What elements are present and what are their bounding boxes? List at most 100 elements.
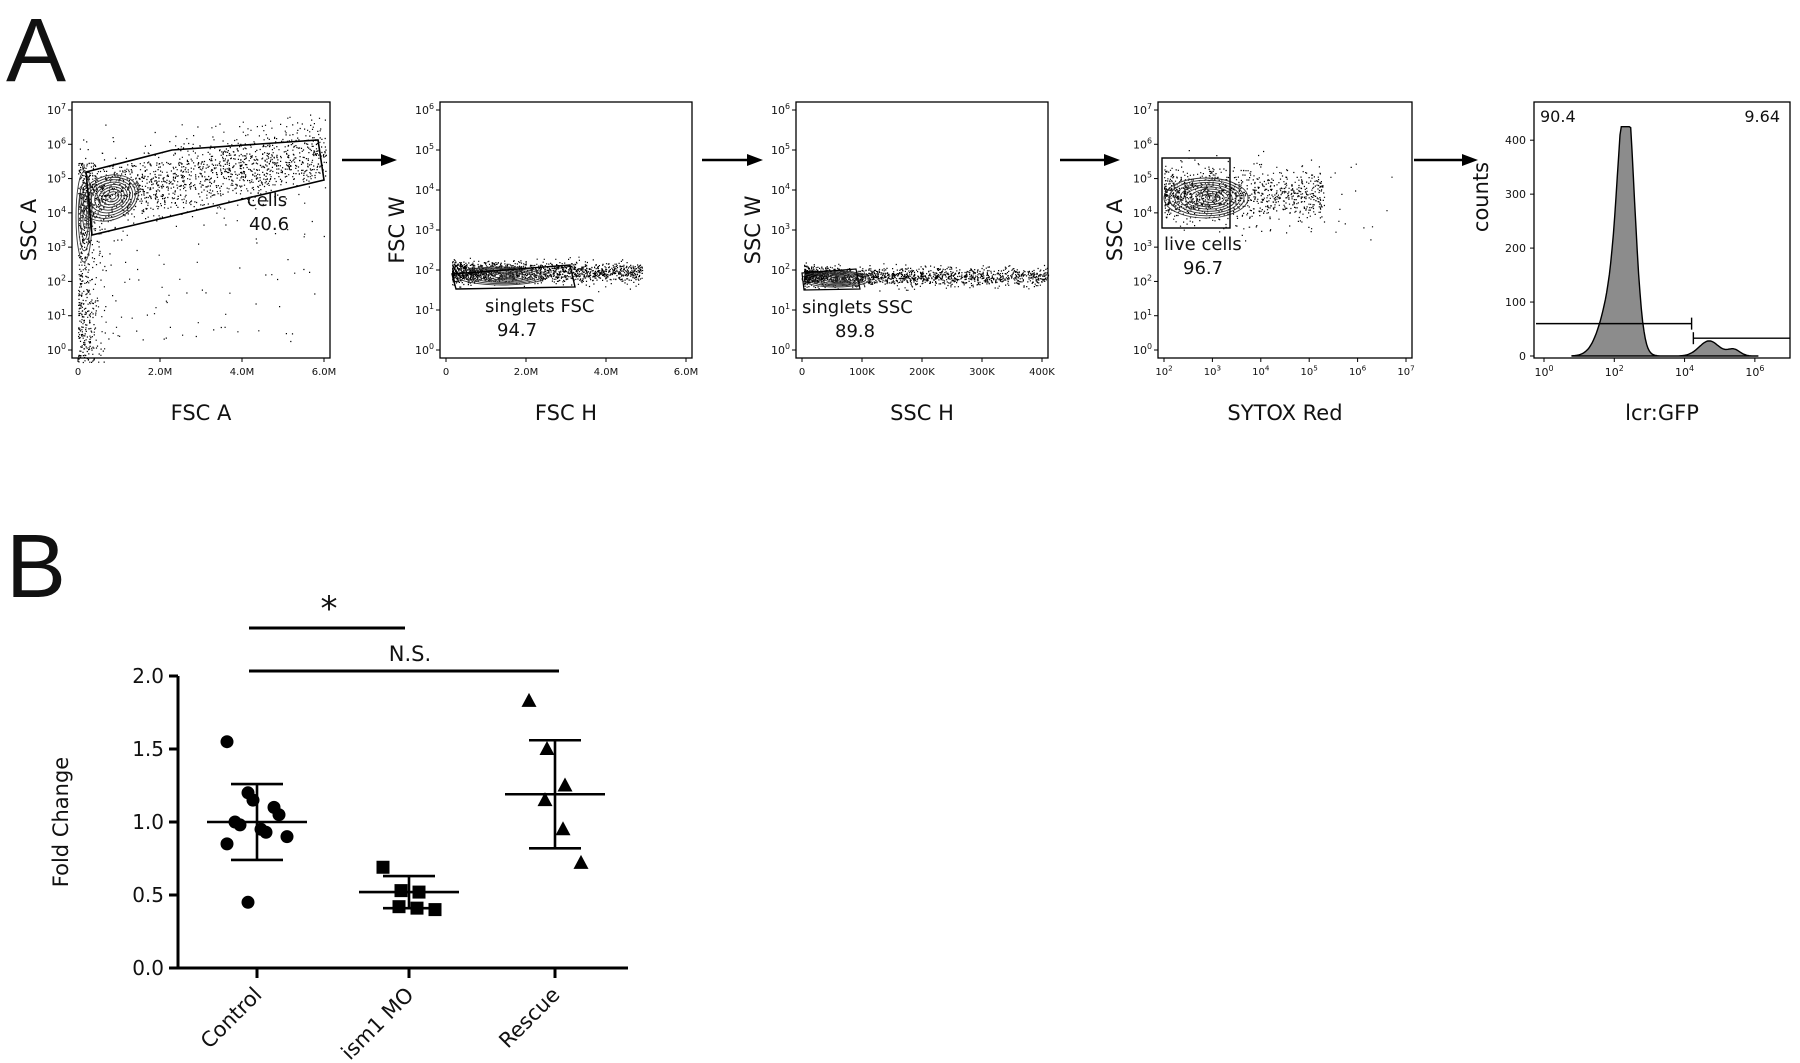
significance-label: N.S. bbox=[389, 642, 431, 666]
data-point-triangle bbox=[557, 777, 573, 792]
tick-base: 10 bbox=[771, 144, 785, 157]
gate-percentage: 90.4 bbox=[1540, 107, 1576, 126]
data-point-triangle bbox=[555, 821, 571, 836]
density-contour bbox=[109, 193, 117, 200]
tick-base: 10 bbox=[1133, 207, 1147, 220]
tick-exponent: 1 bbox=[429, 302, 434, 311]
tick-base: 10 bbox=[1133, 275, 1147, 288]
significance-label: * bbox=[321, 589, 338, 629]
y-tick-label: 101 bbox=[415, 302, 434, 317]
data-point-circle bbox=[220, 735, 234, 749]
tick-exponent: 7 bbox=[1147, 102, 1152, 111]
tick-base: 10 bbox=[47, 207, 61, 220]
tick-exponent: 4 bbox=[1147, 205, 1152, 214]
gate-name: live cells bbox=[1164, 234, 1242, 255]
x-tick-label: 200K bbox=[909, 367, 935, 378]
y-tick-label: 1.0 bbox=[132, 810, 164, 834]
tick-base: 10 bbox=[47, 104, 61, 117]
tick-exponent: 3 bbox=[1147, 239, 1152, 248]
tick-base: 10 bbox=[1301, 367, 1314, 378]
tick-base: 10 bbox=[415, 104, 429, 117]
x-tick-label: 0 bbox=[443, 367, 449, 378]
density-contour bbox=[1206, 195, 1217, 201]
tick-base: 10 bbox=[1133, 138, 1147, 151]
data-point-square bbox=[392, 900, 406, 914]
y-tick-label: 106 bbox=[771, 102, 790, 117]
tick-base: 10 bbox=[771, 304, 785, 317]
density-contour bbox=[500, 274, 515, 278]
tick-base: 10 bbox=[47, 310, 61, 323]
y-tick-label: 103 bbox=[771, 222, 790, 237]
data-point-triangle bbox=[573, 854, 589, 869]
y-tick-label: 0.5 bbox=[132, 883, 164, 907]
y-tick-label: 106 bbox=[47, 136, 66, 151]
y-axis-label: SSC A bbox=[17, 198, 41, 261]
x-tick-label: 107 bbox=[1397, 364, 1414, 379]
x-tick-label: 106 bbox=[1745, 364, 1764, 379]
gate-arrow bbox=[1060, 154, 1120, 166]
tick-base: 10 bbox=[1397, 367, 1410, 378]
tick-exponent: 1 bbox=[61, 308, 66, 317]
y-tick-label: 103 bbox=[415, 222, 434, 237]
data-point-square bbox=[428, 903, 442, 917]
x-tick-label: 104 bbox=[1252, 364, 1270, 379]
x-tick-label: 300K bbox=[969, 367, 995, 378]
y-tick-label: 101 bbox=[1133, 308, 1152, 323]
x-axis-label: SSC H bbox=[890, 401, 954, 425]
tick-base: 10 bbox=[415, 224, 429, 237]
cells-gate bbox=[85, 139, 325, 236]
y-tick-label: 1.5 bbox=[132, 737, 164, 761]
x-tick-label: ism1 MO bbox=[337, 983, 419, 1063]
tick-exponent: 4 bbox=[785, 182, 790, 191]
gfp-histogram bbox=[1571, 126, 1759, 357]
plot-frame bbox=[1533, 101, 1791, 359]
data-point-circle bbox=[246, 793, 260, 807]
density-contour bbox=[478, 270, 532, 282]
event-dots bbox=[452, 256, 644, 293]
tick-exponent: 6 bbox=[429, 102, 434, 111]
tick-base: 10 bbox=[1252, 367, 1265, 378]
x-tick-label: 104 bbox=[1675, 364, 1694, 379]
tick-exponent: 1 bbox=[785, 302, 790, 311]
tick-exponent: 2 bbox=[1168, 364, 1173, 373]
tick-base: 10 bbox=[771, 344, 785, 357]
tick-exponent: 0 bbox=[429, 342, 434, 351]
tick-base: 10 bbox=[415, 264, 429, 277]
tick-base: 10 bbox=[771, 264, 785, 277]
arrow-head bbox=[747, 154, 763, 166]
y-tick-label: 106 bbox=[1133, 136, 1152, 151]
plot-frame bbox=[795, 101, 1049, 359]
y-tick-label: 103 bbox=[47, 239, 66, 254]
tick-exponent: 6 bbox=[1147, 136, 1152, 145]
y-tick-label: 103 bbox=[1133, 239, 1152, 254]
x-axis-label: lcr:GFP bbox=[1625, 401, 1699, 425]
density-contour bbox=[80, 194, 90, 240]
tick-base: 10 bbox=[1675, 366, 1689, 379]
density-contour bbox=[1190, 188, 1229, 208]
gate-percentage: 40.6 bbox=[249, 214, 289, 235]
arrow-head bbox=[381, 154, 397, 166]
tick-base: 10 bbox=[47, 138, 61, 151]
y-tick-label: 104 bbox=[1133, 205, 1152, 220]
tick-exponent: 0 bbox=[61, 342, 66, 351]
y-tick-label: 105 bbox=[771, 142, 790, 157]
density-contour bbox=[456, 266, 548, 286]
y-tick-label: 102 bbox=[47, 273, 66, 288]
live-cells-gate bbox=[1161, 157, 1231, 229]
tick-exponent: 2 bbox=[1619, 364, 1624, 373]
y-tick-label: 105 bbox=[47, 171, 66, 186]
tick-base: 10 bbox=[415, 344, 429, 357]
density-contour bbox=[1174, 181, 1241, 215]
tick-exponent: 2 bbox=[61, 273, 66, 282]
y-tick-label: 105 bbox=[1133, 171, 1152, 186]
density-contour bbox=[829, 276, 850, 282]
tick-base: 10 bbox=[47, 275, 61, 288]
event-dots bbox=[78, 162, 114, 364]
tick-base: 10 bbox=[1605, 366, 1619, 379]
tick-base: 10 bbox=[47, 344, 61, 357]
data-point-square bbox=[376, 860, 390, 874]
panel-label-b: B bbox=[6, 517, 67, 617]
x-tick-label: 102 bbox=[1155, 364, 1172, 379]
